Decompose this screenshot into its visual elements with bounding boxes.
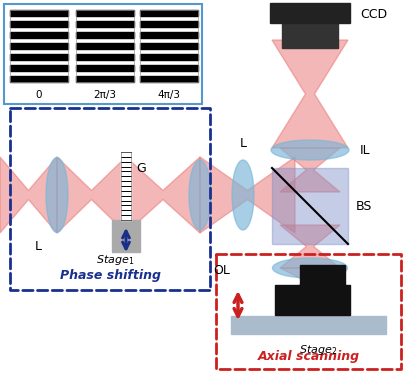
Text: BS: BS (356, 199, 373, 213)
Bar (10, 54, 68, 60)
Bar (140, 32, 198, 38)
Bar (231, 316, 386, 334)
Bar (76, 10, 134, 82)
Bar (140, 21, 198, 27)
Bar (121, 152, 131, 220)
Bar (10, 32, 68, 38)
Ellipse shape (271, 140, 349, 160)
Bar (76, 54, 134, 60)
Bar (140, 77, 198, 82)
Bar (76, 21, 134, 27)
Bar (76, 10, 134, 82)
Bar (10, 10, 68, 16)
Polygon shape (0, 157, 57, 233)
Bar (300, 265, 345, 287)
Polygon shape (126, 157, 200, 233)
Text: CCD: CCD (360, 8, 387, 22)
Polygon shape (200, 157, 295, 233)
Bar (4, 4, 202, 104)
Polygon shape (272, 40, 348, 148)
Bar (272, 168, 348, 244)
Bar (10, 10, 68, 82)
Bar (76, 10, 134, 16)
Text: OL: OL (213, 263, 230, 277)
Text: $Stage_1$: $Stage_1$ (96, 253, 134, 267)
Bar (76, 77, 134, 82)
Bar (140, 43, 198, 49)
Text: $Stage_2$: $Stage_2$ (299, 343, 337, 357)
Text: L: L (35, 240, 42, 253)
Bar (76, 66, 134, 71)
Text: 4π/3: 4π/3 (157, 90, 180, 100)
Text: Axial scanning: Axial scanning (257, 350, 359, 363)
Text: 2π/3: 2π/3 (93, 90, 117, 100)
Polygon shape (280, 148, 340, 192)
Ellipse shape (46, 158, 68, 232)
Bar (76, 43, 134, 49)
Polygon shape (280, 268, 340, 295)
Bar (10, 43, 68, 49)
Bar (275, 285, 350, 315)
Ellipse shape (273, 258, 348, 278)
Polygon shape (280, 225, 340, 268)
Bar (140, 10, 198, 82)
Bar (10, 10, 68, 82)
Bar (140, 10, 198, 16)
Text: G: G (136, 162, 146, 175)
Bar (10, 77, 68, 82)
Bar (10, 66, 68, 71)
Bar (270, 3, 350, 23)
Bar (10, 21, 68, 27)
Bar (140, 10, 198, 82)
Ellipse shape (232, 160, 254, 230)
Text: Phase shifting: Phase shifting (60, 269, 160, 282)
Text: L: L (239, 137, 246, 150)
Bar (10, 108, 210, 290)
Text: 0: 0 (36, 90, 42, 100)
Text: IL: IL (360, 144, 370, 157)
Bar (112, 220, 140, 252)
Bar (216, 254, 401, 369)
Bar (140, 66, 198, 71)
Bar (140, 54, 198, 60)
Ellipse shape (189, 160, 211, 230)
Bar (121, 152, 131, 220)
Polygon shape (57, 157, 126, 233)
Bar (282, 18, 338, 48)
Bar (76, 32, 134, 38)
